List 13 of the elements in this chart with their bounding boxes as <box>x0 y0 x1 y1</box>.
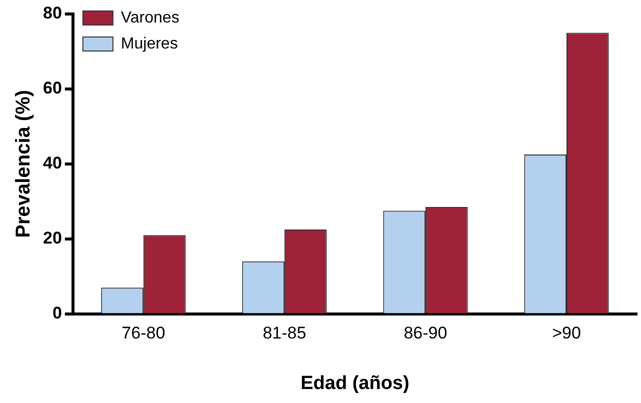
x-tick-label: >90 <box>552 324 581 343</box>
x-axis-title: Edad (años) <box>300 372 410 394</box>
x-tick-label: 76-80 <box>122 324 166 343</box>
x-tick-label: 81-85 <box>262 324 306 343</box>
legend-label: Varones <box>120 9 180 26</box>
legend-label: Mujeres <box>120 35 178 52</box>
y-tick-label: 20 <box>42 228 62 248</box>
y-tick-label: 80 <box>42 4 62 23</box>
y-tick-label: 0 <box>52 303 62 322</box>
y-axis-title: Prevalencia (%) <box>12 90 35 238</box>
x-tick-label: 86-90 <box>404 324 448 343</box>
y-tick-label: 60 <box>42 78 62 98</box>
y-tick-label: 40 <box>42 154 62 173</box>
